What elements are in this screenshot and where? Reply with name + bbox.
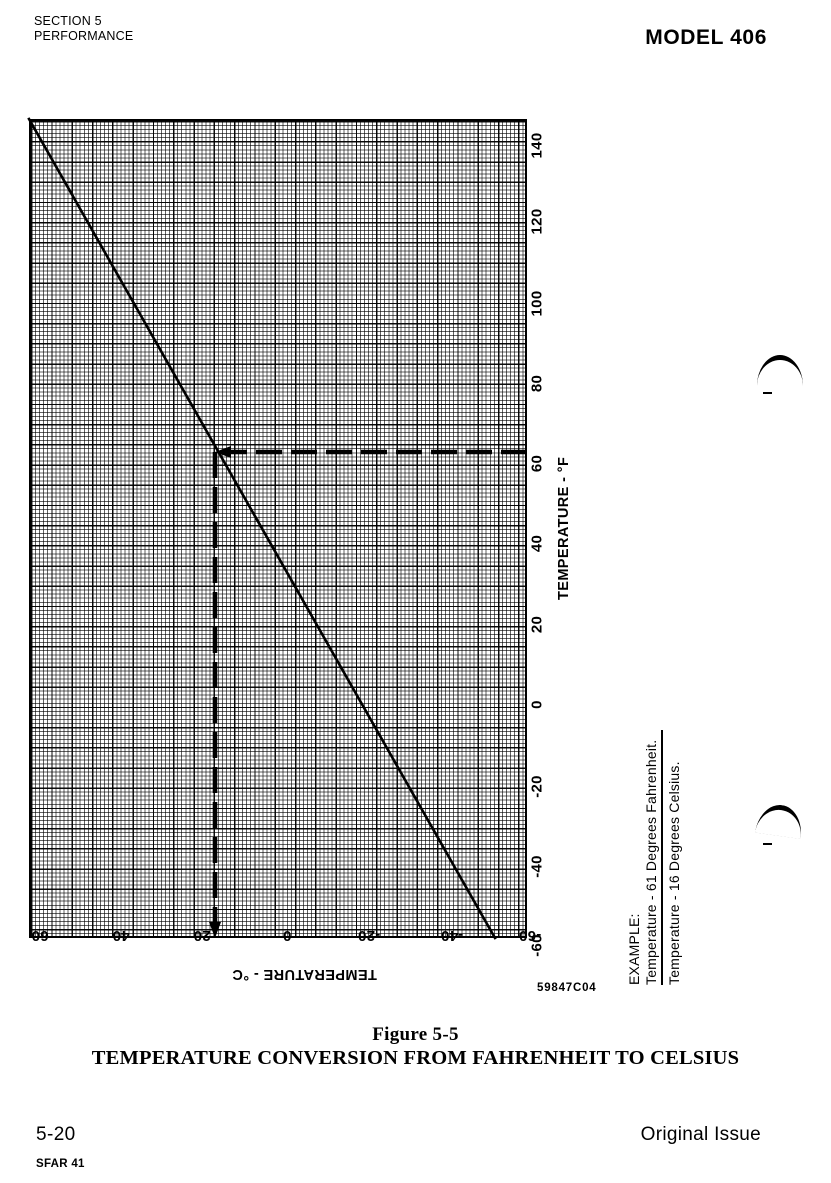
tick-fahrenheit-60: 60 bbox=[528, 454, 546, 473]
tick-celsius-neg40: -40 bbox=[440, 927, 464, 944]
figure-caption: Figure 5-5 TEMPERATURE CONVERSION FROM F… bbox=[0, 1024, 831, 1070]
conversion-line bbox=[27, 117, 497, 940]
tick-celsius-neg20: -20 bbox=[357, 927, 381, 944]
tick-fahrenheit-0: 0 bbox=[528, 700, 546, 709]
scan-artifact-arc-top bbox=[757, 355, 803, 386]
axis-title-fahrenheit: TEMPERATURE - °F bbox=[556, 456, 572, 600]
tick-celsius-0: 0 bbox=[282, 927, 292, 944]
example-note: EXAMPLE: Temperature - 61 Degrees Fahren… bbox=[626, 695, 682, 985]
tick-fahrenheit-100: 100 bbox=[528, 290, 546, 317]
scan-artifact-tick-bottom bbox=[763, 843, 772, 845]
footer-issue-status: Original Issue bbox=[640, 1124, 761, 1145]
section-name: PERFORMANCE bbox=[34, 28, 134, 43]
chart-grid bbox=[29, 119, 527, 938]
tick-celsius-40: 40 bbox=[112, 927, 130, 944]
footer-page-number: 5-20 bbox=[36, 1124, 76, 1145]
tick-fahrenheit-140: 140 bbox=[528, 132, 546, 159]
temperature-conversion-figure: 140 120 100 80 60 40 20 0 -20 -40 -60 60… bbox=[27, 117, 805, 994]
section-number: SECTION 5 bbox=[34, 14, 102, 28]
tick-fahrenheit-neg20: -20 bbox=[528, 775, 546, 798]
tick-fahrenheit-40: 40 bbox=[528, 534, 546, 553]
axis-title-celsius: TEMPERATURE - °C bbox=[232, 966, 377, 982]
example-arrow-vertical-head bbox=[209, 922, 221, 938]
model-designation: MODEL 406 bbox=[645, 26, 767, 49]
chart-plot-area bbox=[27, 117, 527, 940]
scan-artifact-arc-bottom bbox=[755, 801, 805, 840]
figure-number: Figure 5-5 bbox=[372, 1024, 459, 1045]
figure-title: TEMPERATURE CONVERSION FROM FAHRENHEIT T… bbox=[91, 1047, 740, 1069]
tick-celsius-neg60: -60 bbox=[518, 927, 542, 944]
scan-artifact-tick-top bbox=[763, 392, 772, 394]
example-divider bbox=[661, 730, 663, 985]
example-output-line: Temperature - 16 Degrees Celsius. bbox=[666, 761, 682, 985]
tick-celsius-60: 60 bbox=[31, 927, 49, 944]
tick-celsius-20: 20 bbox=[193, 927, 211, 944]
example-arrow-horizontal-head bbox=[215, 446, 231, 458]
page-header-left: SECTION 5 PERFORMANCE bbox=[34, 14, 133, 43]
tick-fahrenheit-20: 20 bbox=[528, 615, 546, 634]
example-input-line: Temperature - 61 Degrees Fahrenheit. bbox=[643, 739, 659, 985]
example-label: EXAMPLE: bbox=[626, 913, 642, 985]
tick-fahrenheit-neg40: -40 bbox=[528, 855, 546, 878]
footer-sfar-note: SFAR 41 bbox=[36, 1158, 85, 1170]
tick-fahrenheit-120: 120 bbox=[528, 208, 546, 235]
drawing-number: 59847C04 bbox=[537, 982, 597, 994]
tick-fahrenheit-80: 80 bbox=[528, 374, 546, 393]
